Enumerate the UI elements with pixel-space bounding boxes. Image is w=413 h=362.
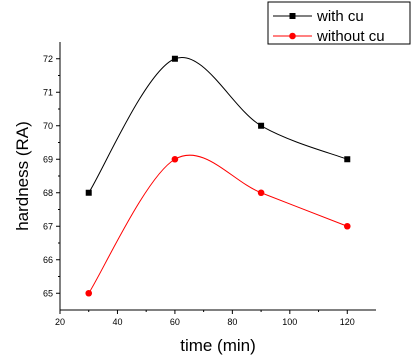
series-line	[88, 154, 348, 294]
x-tick-label: 100	[282, 317, 297, 327]
x-tick-label: 120	[340, 317, 355, 327]
data-point	[258, 122, 265, 129]
legend: with cu without cu	[267, 1, 411, 45]
data-point	[344, 156, 351, 163]
series-line	[88, 56, 348, 194]
data-point	[257, 189, 265, 197]
legend-label: with cu	[316, 8, 364, 25]
y-tick-label: 65	[43, 288, 53, 298]
y-tick-label: 72	[43, 54, 53, 64]
x-tick-label: 80	[227, 317, 237, 327]
legend-marker	[289, 32, 296, 40]
x-tick-label: 60	[170, 317, 180, 327]
y-tick-label: 69	[43, 154, 53, 164]
data-point	[85, 189, 92, 196]
axes: 20 40 60 80 100 120 65 66 67 68 69 70 71 72	[43, 42, 376, 327]
x-tick-label: 20	[55, 317, 65, 327]
data-point	[171, 55, 178, 62]
legend-marker	[289, 13, 296, 19]
y-tick-label: 67	[43, 221, 53, 231]
y-tick-label: 71	[43, 87, 53, 97]
data-point	[85, 289, 93, 297]
legend-label: without cu	[316, 28, 385, 45]
y-tick-label: 66	[43, 255, 53, 265]
x-axis-label: time (min)	[180, 336, 256, 355]
y-tick-label: 68	[43, 188, 53, 198]
series-layer	[85, 55, 351, 297]
x-tick-label: 40	[112, 317, 122, 327]
y-tick-label: 70	[43, 121, 53, 131]
data-point	[171, 155, 179, 163]
data-point	[343, 222, 351, 230]
y-axis-label: hardness (RA)	[13, 121, 32, 231]
